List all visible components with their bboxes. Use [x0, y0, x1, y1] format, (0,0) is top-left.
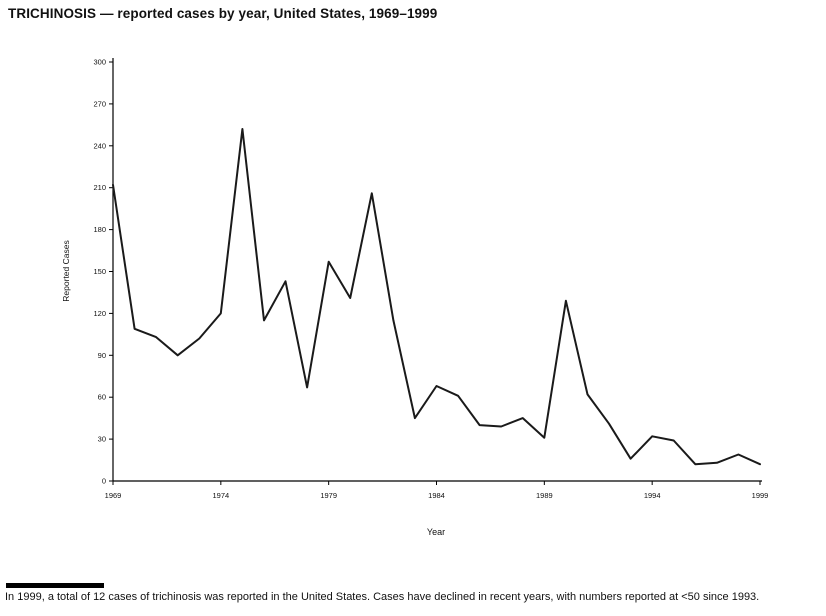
- y-tick-label: 240: [93, 141, 106, 150]
- x-tick-label: 1989: [536, 491, 553, 500]
- y-tick-label: 270: [93, 99, 106, 108]
- trend-line: [112, 128, 761, 466]
- x-tick-label: 1969: [105, 491, 122, 500]
- y-tick-label: 0: [102, 477, 106, 486]
- y-tick-label: 120: [93, 309, 106, 318]
- y-tick-label: 30: [98, 435, 106, 444]
- x-tick-label: 1999: [752, 491, 769, 500]
- x-tick-label: 1979: [320, 491, 337, 500]
- figure-title: TRICHINOSIS — reported cases by year, Un…: [8, 6, 438, 21]
- y-tick-label: 150: [93, 267, 106, 276]
- x-axis-label: Year: [426, 527, 446, 537]
- y-tick-label: 210: [93, 183, 106, 192]
- y-tick-label: 180: [93, 225, 106, 234]
- footnote-bar: [6, 583, 104, 588]
- y-tick-label: 60: [98, 393, 106, 402]
- x-tick-label: 1974: [212, 491, 229, 500]
- y-axis-label: Reported Cases: [61, 240, 71, 302]
- y-tick-label: 90: [98, 351, 106, 360]
- footnote-text: In 1999, a total of 12 cases of trichino…: [5, 591, 760, 603]
- x-tick-label: 1994: [644, 491, 661, 500]
- y-tick-label: 300: [93, 58, 106, 67]
- x-tick-label: 1984: [428, 491, 445, 500]
